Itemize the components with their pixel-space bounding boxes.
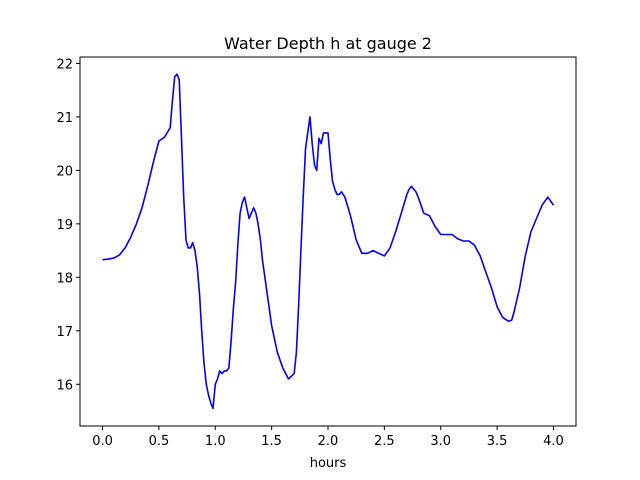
- y-tick-label: 20: [56, 164, 73, 179]
- x-tick-label: 3.5: [487, 434, 508, 449]
- x-axis-label: hours: [310, 456, 347, 471]
- x-tick-label: 1.0: [205, 434, 226, 449]
- x-tick-label: 2.5: [374, 434, 395, 449]
- y-tick-label: 19: [56, 218, 73, 233]
- x-tick-label: 0.5: [149, 434, 170, 449]
- x-tick-label: 4.0: [543, 434, 564, 449]
- chart-title: Water Depth h at gauge 2: [224, 34, 432, 53]
- y-tick-label: 16: [56, 378, 73, 393]
- y-tick-label: 17: [56, 325, 73, 340]
- x-tick-label: 1.5: [261, 434, 282, 449]
- plot-area: 0.0 0.5 1.0 1.5 2.0 2.5 3.0 3.5 4.0 16 17 18 19 20 21…: [56, 56, 577, 449]
- y-tick-label: 21: [56, 111, 73, 126]
- x-tick-label: 0.0: [92, 434, 113, 449]
- y-axis-ticks: 16 17 18 19 20 21 22: [56, 57, 80, 393]
- water-depth-line: [102, 73, 555, 410]
- x-tick-label: 2.0: [318, 434, 339, 449]
- x-axis-ticks: 0.0 0.5 1.0 1.5 2.0 2.5 3.0 3.5 4.0: [92, 426, 564, 449]
- series-layer: [102, 73, 555, 410]
- y-tick-label: 22: [56, 57, 73, 72]
- x-tick-label: 3.0: [430, 434, 451, 449]
- y-tick-label: 18: [56, 271, 73, 286]
